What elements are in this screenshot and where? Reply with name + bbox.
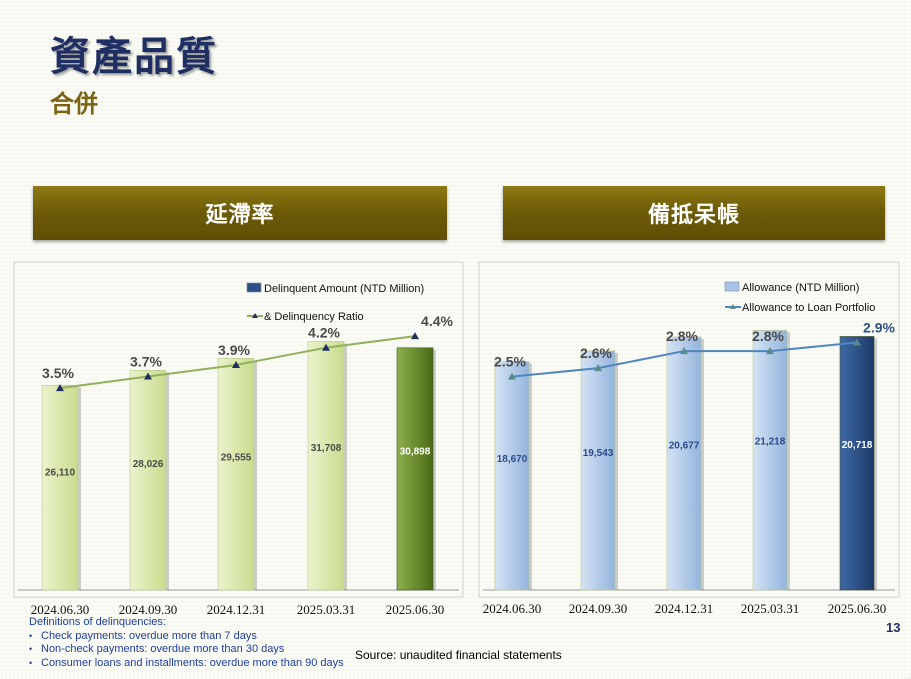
bar [666, 336, 702, 591]
ratio-marker [853, 338, 861, 346]
ratio-label: 3.9% [218, 342, 250, 358]
definition-item: Consumer loans and installments: overdue… [29, 657, 344, 671]
chart-frame [13, 261, 464, 598]
legend-bar-label: Delinquent Amount (NTD Million) [264, 283, 424, 295]
bar-value-label: 20,718 [842, 440, 873, 451]
legend-line-marker [730, 304, 736, 309]
bar [839, 336, 875, 591]
legend-bar-label: Allowance (NTD Million) [742, 282, 859, 294]
ratio-label: 4.2% [308, 325, 340, 341]
ratio-label: 2.9% [863, 320, 895, 336]
x-tick-label: 2024.09.30 [569, 601, 628, 616]
bar [580, 350, 616, 591]
chart-frame [478, 261, 900, 598]
definitions-heading: Definitions of delinquencies: [29, 616, 166, 628]
x-tick-label: 2025.06.30 [386, 602, 445, 617]
bar-value-label: 18,670 [497, 454, 528, 465]
definition-item: Check payments: overdue more than 7 days [29, 630, 344, 644]
bar [129, 370, 167, 591]
bar [396, 347, 434, 591]
ratio-marker [766, 347, 774, 355]
x-tick-label: 2024.12.31 [655, 601, 714, 616]
bar-value-label: 31,708 [311, 443, 342, 454]
bar-value-label: 19,543 [583, 448, 614, 459]
ratio-marker [680, 347, 688, 355]
bar-value-label: 26,110 [45, 467, 75, 478]
bar [41, 385, 79, 591]
legend-bar-swatch [724, 281, 740, 292]
source-note: Source: unaudited financial statements [355, 648, 562, 662]
definition-item: Non-check payments: overdue more than 30… [29, 643, 344, 657]
ratio-marker [594, 364, 602, 372]
ratio-marker [411, 332, 419, 340]
ratio-marker [56, 384, 64, 392]
ratio-label: 2.8% [752, 328, 784, 344]
ratio-marker [322, 343, 330, 351]
x-tick-label: 2025.03.31 [297, 602, 356, 617]
delinquency-definitions: Definitions of delinquencies: Check paym… [29, 616, 344, 670]
ratio-label: 3.5% [42, 365, 74, 381]
definitions-list: Check payments: overdue more than 7 days… [29, 630, 344, 671]
bar [752, 330, 788, 591]
bar-value-label: 28,026 [133, 459, 164, 470]
bar-value-label: 30,898 [400, 446, 431, 457]
x-tick-label: 2025.03.31 [741, 601, 800, 616]
ratio-label: 2.6% [580, 345, 612, 361]
bar-value-label: 29,555 [221, 452, 252, 463]
page-number: 13 [886, 620, 901, 635]
legend-line-marker [252, 313, 258, 318]
bar-value-label: 21,218 [755, 437, 786, 448]
x-tick-label: 2024.06.30 [483, 601, 542, 616]
bar [307, 341, 345, 591]
allowance-chart-banner: 備抵呆帳 [503, 186, 885, 240]
x-tick-label: 2025.06.30 [828, 601, 887, 616]
ratio-label: 2.8% [666, 328, 698, 344]
page-title: 資產品質 [50, 34, 218, 80]
ratio-marker [508, 372, 516, 380]
ratio-marker [232, 361, 240, 368]
ratio-label: 2.5% [494, 354, 526, 370]
legend-line-label: & Delinquency Ratio [264, 311, 364, 323]
bar [217, 358, 255, 591]
bar-value-label: 20,677 [669, 440, 700, 451]
ratio-label: 3.7% [130, 354, 162, 370]
ratio-label: 4.4% [421, 313, 453, 329]
bar [494, 361, 530, 591]
page-subtitle: 合併 [50, 90, 98, 118]
legend-bar-swatch [246, 282, 262, 293]
ratio-marker [144, 372, 152, 380]
x-tick-label: 2024.09.30 [119, 602, 178, 617]
legend-line-label: Allowance to Loan Portfolio [742, 302, 875, 314]
delinquency-chart-banner: 延滯率 [33, 186, 447, 240]
x-tick-label: 2024.12.31 [207, 602, 266, 617]
x-tick-label: 2024.06.30 [31, 602, 90, 617]
